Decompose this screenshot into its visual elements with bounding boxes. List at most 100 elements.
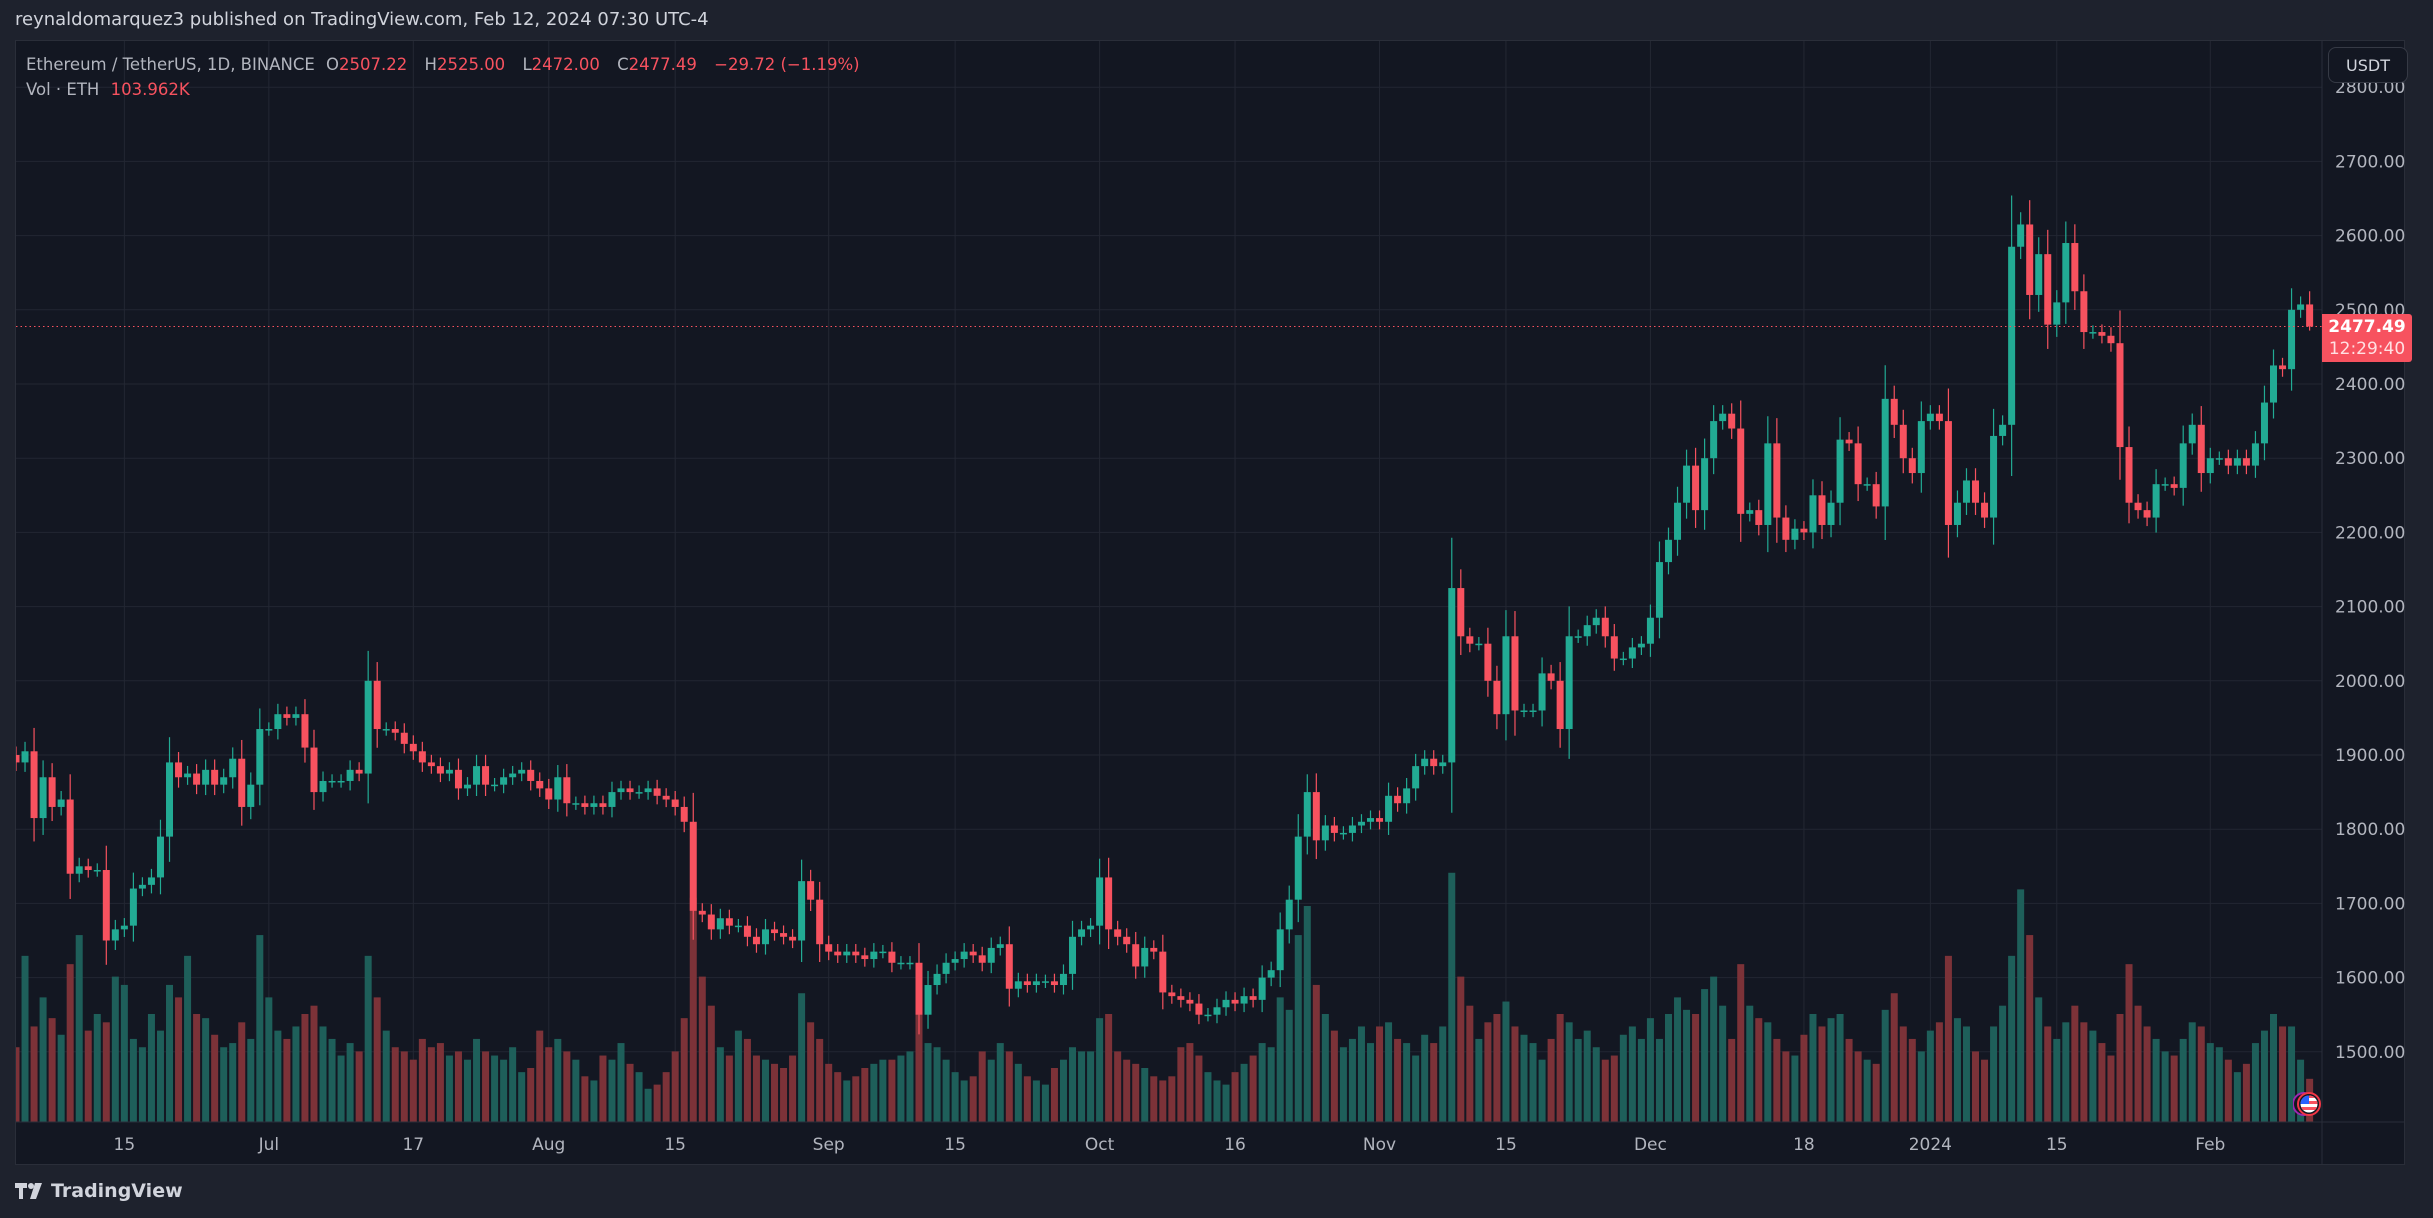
candle[interactable] bbox=[996, 936, 1004, 956]
candle[interactable] bbox=[2215, 451, 2223, 465]
candle[interactable] bbox=[310, 729, 318, 810]
candle[interactable] bbox=[1800, 521, 1808, 541]
candle[interactable] bbox=[1520, 703, 1528, 718]
candle[interactable] bbox=[1529, 703, 1537, 718]
candle[interactable] bbox=[409, 735, 417, 760]
candle[interactable] bbox=[1087, 918, 1095, 937]
candle[interactable] bbox=[888, 942, 896, 973]
candle[interactable] bbox=[1050, 973, 1058, 993]
candle[interactable] bbox=[138, 877, 146, 897]
candle[interactable] bbox=[933, 964, 941, 995]
candle[interactable] bbox=[256, 708, 264, 806]
candle[interactable] bbox=[1339, 826, 1347, 840]
candle[interactable] bbox=[120, 918, 128, 937]
candle[interactable] bbox=[1953, 490, 1961, 538]
candle[interactable] bbox=[2206, 447, 2214, 484]
candle[interactable] bbox=[175, 752, 183, 788]
candle[interactable] bbox=[599, 795, 607, 815]
candle[interactable] bbox=[761, 918, 769, 955]
candle[interactable] bbox=[1773, 418, 1781, 543]
candle[interactable] bbox=[1385, 782, 1393, 835]
candle[interactable] bbox=[1195, 994, 1203, 1025]
candle[interactable] bbox=[1556, 662, 1564, 748]
candle[interactable] bbox=[2233, 449, 2241, 475]
candle[interactable] bbox=[1637, 636, 1645, 656]
candle[interactable] bbox=[346, 760, 354, 791]
candle[interactable] bbox=[1475, 637, 1483, 651]
candle[interactable] bbox=[1999, 415, 2007, 446]
candle[interactable] bbox=[1439, 754, 1447, 774]
candle[interactable] bbox=[2080, 274, 2088, 349]
candle[interactable] bbox=[1881, 365, 1889, 541]
candle[interactable] bbox=[1005, 926, 1013, 1007]
candle[interactable] bbox=[39, 760, 47, 835]
candle[interactable] bbox=[707, 904, 715, 940]
candle[interactable] bbox=[1592, 609, 1600, 634]
candle[interactable] bbox=[590, 795, 598, 815]
candle[interactable] bbox=[1782, 505, 1790, 553]
candle[interactable] bbox=[1845, 432, 1853, 451]
candle[interactable] bbox=[1357, 814, 1365, 834]
candle[interactable] bbox=[1764, 416, 1772, 553]
candle[interactable] bbox=[418, 741, 426, 772]
candle[interactable] bbox=[283, 706, 291, 726]
candle[interactable] bbox=[879, 944, 887, 959]
candle[interactable] bbox=[1023, 973, 1031, 993]
candle[interactable] bbox=[906, 956, 914, 970]
candle[interactable] bbox=[1412, 753, 1420, 801]
candle[interactable] bbox=[2134, 494, 2142, 519]
candle[interactable] bbox=[2188, 413, 2196, 455]
candle[interactable] bbox=[1917, 401, 1925, 493]
candle[interactable] bbox=[1719, 405, 1727, 430]
candle[interactable] bbox=[2071, 224, 2079, 310]
candle[interactable] bbox=[563, 764, 571, 817]
candle[interactable] bbox=[1683, 449, 1691, 519]
candle[interactable] bbox=[147, 868, 155, 894]
candle[interactable] bbox=[319, 771, 327, 802]
candle[interactable] bbox=[1972, 468, 1980, 515]
candle[interactable] bbox=[1818, 481, 1826, 540]
candle[interactable] bbox=[265, 722, 273, 736]
candle[interactable] bbox=[635, 785, 643, 799]
candle[interactable] bbox=[1348, 816, 1356, 842]
candle[interactable] bbox=[987, 937, 995, 974]
candle[interactable] bbox=[2260, 385, 2268, 461]
candle[interactable] bbox=[924, 970, 932, 1029]
candle[interactable] bbox=[942, 953, 950, 984]
candle[interactable] bbox=[834, 944, 842, 963]
candle[interactable] bbox=[807, 869, 815, 912]
tradingview-logo[interactable]: TradingView bbox=[15, 1180, 183, 1202]
candle[interactable] bbox=[129, 872, 137, 942]
candle[interactable] bbox=[978, 946, 986, 972]
candle[interactable] bbox=[662, 788, 670, 808]
candle[interactable] bbox=[1674, 486, 1682, 556]
candle[interactable] bbox=[1159, 934, 1167, 1010]
candle[interactable] bbox=[843, 944, 851, 963]
candle[interactable] bbox=[1457, 569, 1465, 656]
candle[interactable] bbox=[1312, 773, 1320, 860]
candle[interactable] bbox=[1538, 657, 1546, 727]
candle[interactable] bbox=[743, 916, 751, 947]
candle[interactable] bbox=[1610, 624, 1618, 671]
candle[interactable] bbox=[57, 790, 65, 816]
candle[interactable] bbox=[2270, 349, 2277, 419]
candle[interactable] bbox=[436, 757, 444, 783]
candle[interactable] bbox=[1032, 973, 1040, 993]
candle[interactable] bbox=[518, 762, 526, 782]
candle[interactable] bbox=[2242, 449, 2250, 475]
candle[interactable] bbox=[1547, 664, 1555, 690]
candle[interactable] bbox=[1484, 627, 1492, 697]
candle[interactable] bbox=[364, 650, 372, 804]
candle[interactable] bbox=[1746, 502, 1754, 522]
candle[interactable] bbox=[1827, 490, 1835, 538]
candle[interactable] bbox=[211, 759, 219, 796]
candle[interactable] bbox=[500, 768, 508, 794]
candle[interactable] bbox=[400, 723, 408, 754]
candle[interactable] bbox=[48, 763, 56, 822]
candle[interactable] bbox=[1737, 400, 1745, 542]
candle[interactable] bbox=[391, 721, 399, 741]
candle[interactable] bbox=[2053, 290, 2061, 337]
candle[interactable] bbox=[572, 796, 580, 810]
candle[interactable] bbox=[1294, 814, 1302, 923]
